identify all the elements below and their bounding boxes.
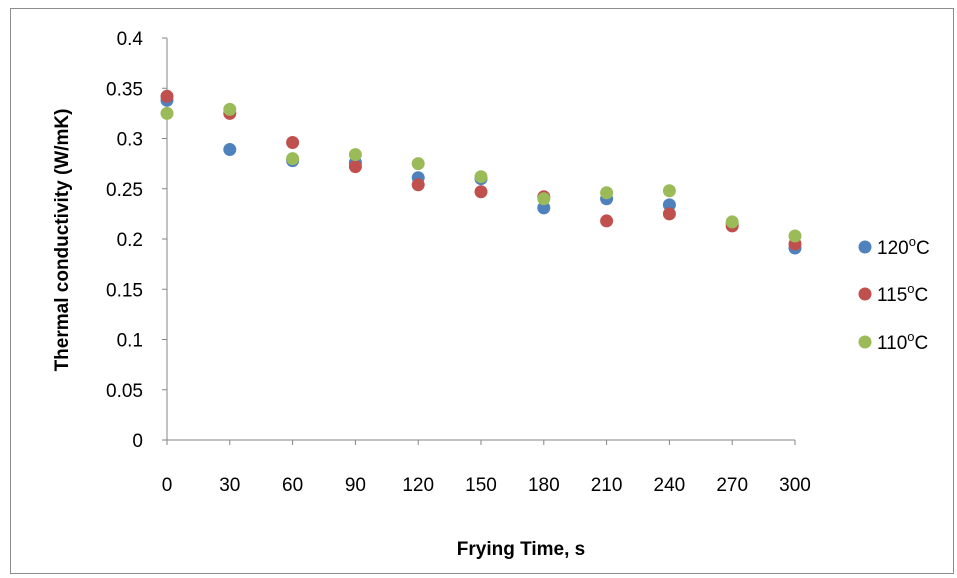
legend-marker xyxy=(858,287,872,301)
data-point xyxy=(537,201,551,215)
y-tick-label: 0.2 xyxy=(117,230,143,251)
x-tick-label: 0 xyxy=(162,475,173,496)
x-tick-label: 180 xyxy=(528,475,560,496)
data-point xyxy=(662,198,676,212)
data-point xyxy=(537,192,551,206)
data-point xyxy=(160,89,174,103)
x-axis-title: Frying Time, s xyxy=(457,539,585,560)
series-1-points xyxy=(160,89,802,251)
x-tick-label: 150 xyxy=(465,475,497,496)
y-tick-label: 0 xyxy=(132,431,143,452)
data-points xyxy=(160,89,802,255)
legend-label: 120oC xyxy=(877,234,930,259)
data-point xyxy=(286,136,300,150)
series-2-points xyxy=(160,102,802,243)
data-point xyxy=(160,106,174,120)
x-tick-label: 90 xyxy=(345,475,366,496)
legend: 120oC 115oC 110oC xyxy=(858,234,930,354)
data-point xyxy=(600,214,614,228)
legend-marker xyxy=(858,335,872,349)
data-point xyxy=(223,102,237,116)
y-tick-label: 0.05 xyxy=(106,381,143,402)
data-point xyxy=(725,215,739,229)
x-axis-ticks: 0 30 60 90 120 150 180 210 240 270 300 xyxy=(162,440,811,496)
data-point xyxy=(474,170,488,184)
legend-label: 110oC xyxy=(877,329,928,354)
y-tick-label: 0.1 xyxy=(117,331,143,352)
data-point xyxy=(662,184,676,198)
data-point xyxy=(348,160,362,174)
x-tick-label: 210 xyxy=(591,475,623,496)
data-point xyxy=(411,178,425,192)
data-point xyxy=(474,185,488,199)
x-tick-label: 270 xyxy=(716,475,748,496)
data-point xyxy=(223,143,237,157)
y-axis-ticks: 0 0.05 0.1 0.15 0.2 0.25 0.3 0.35 0.4 xyxy=(106,29,167,452)
y-tick-label: 0.35 xyxy=(106,79,143,100)
data-point xyxy=(348,148,362,162)
y-tick-label: 0.3 xyxy=(117,130,143,151)
x-tick-label: 120 xyxy=(402,475,434,496)
y-axis-title: Thermal conductivity (W/mK) xyxy=(52,109,73,372)
data-point xyxy=(286,152,300,166)
legend-label: 115oC xyxy=(877,281,928,306)
data-point xyxy=(662,207,676,221)
y-tick-label: 0.15 xyxy=(106,280,143,301)
x-tick-label: 60 xyxy=(282,475,303,496)
x-tick-label: 30 xyxy=(219,475,240,496)
data-point xyxy=(600,186,614,200)
axes xyxy=(166,38,795,441)
data-point xyxy=(788,229,802,243)
x-tick-label: 300 xyxy=(779,475,811,496)
x-tick-label: 240 xyxy=(654,475,686,496)
y-tick-label: 0.25 xyxy=(106,180,143,201)
data-point xyxy=(411,157,425,171)
legend-marker xyxy=(858,240,872,254)
y-tick-label: 0.4 xyxy=(117,29,144,50)
